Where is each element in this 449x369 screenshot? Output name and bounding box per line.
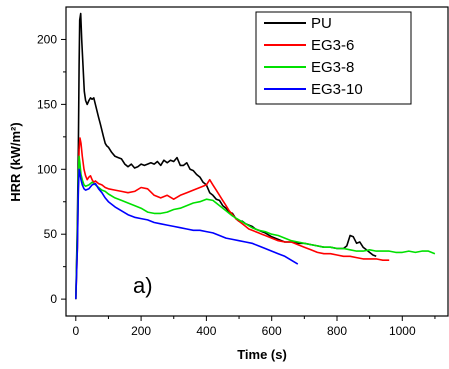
series-line-eg3-6: [75, 137, 390, 300]
axis-ticks: 0 200 400 600 800 1000 0 50 100 150 200: [37, 32, 436, 338]
legend-label-eg3-10: EG3-10: [311, 81, 363, 98]
x-tick-label: 600: [262, 324, 282, 338]
x-tick-label: 800: [327, 324, 347, 338]
legend: PU EG3-6 EG3-8 EG3-10: [255, 11, 412, 105]
y-axis-title: HRR (kW/m²): [8, 122, 23, 201]
y-tick-label: 200: [37, 32, 57, 46]
y-tick-label: 150: [37, 97, 57, 111]
legend-label-pu: PU: [311, 15, 332, 32]
x-tick-label: 400: [196, 324, 216, 338]
x-tick-label: 200: [131, 324, 151, 338]
y-tick-label: 50: [44, 227, 58, 241]
series-line-eg3-8: [75, 155, 436, 300]
series-lines: [75, 12, 436, 300]
series-line-eg3-10: [75, 168, 299, 300]
x-tick-label: 0: [72, 324, 79, 338]
x-axis-title: Time (s): [237, 347, 287, 362]
x-tick-label: 1000: [389, 324, 416, 338]
legend-label-eg3-8: EG3-8: [311, 59, 354, 76]
legend-label-eg3-6: EG3-6: [311, 37, 354, 54]
plot-frame: [65, 6, 449, 317]
y-tick-label: 100: [37, 162, 57, 176]
panel-annotation: a): [133, 273, 153, 298]
y-tick-label: 0: [50, 292, 57, 306]
